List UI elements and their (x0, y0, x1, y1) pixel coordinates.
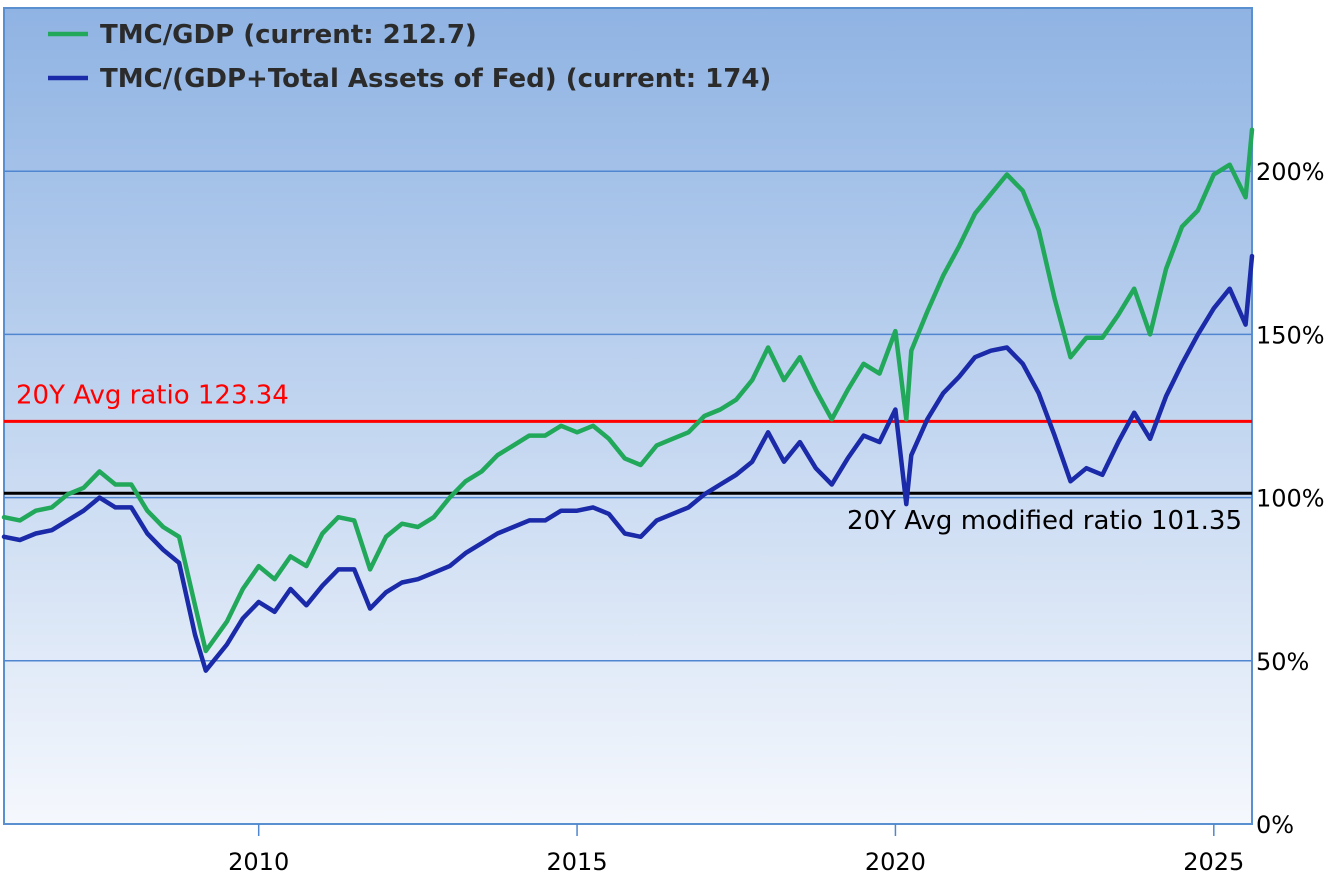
grid-layer (4, 170, 1252, 662)
series-layer (1, 127, 1255, 673)
reference-line-label: 20Y Avg modified ratio 101.35 (847, 506, 1242, 536)
legend: TMC/GDP (current: 212.7) TMC/(GDP+Total A… (48, 20, 771, 94)
y-tick-label: 200% (1256, 158, 1325, 186)
series-line-2 (1, 253, 1255, 673)
y-tick-label: 0% (1256, 811, 1294, 839)
y-tick-label: 150% (1256, 321, 1325, 349)
plot-background (3, 7, 1253, 825)
series-line-1 (1, 127, 1255, 654)
x-tick-label: 2020 (865, 848, 926, 876)
y-tick-label: 50% (1256, 648, 1309, 676)
x-tick-label: 2025 (1183, 848, 1244, 876)
reference-line-label: 20Y Avg ratio 123.34 (16, 380, 289, 410)
legend-entry-label: TMC/(GDP+Total Assets of Fed) (current: … (100, 64, 771, 94)
reference-lines: 20Y Avg ratio 123.34 20Y Avg modified rat… (4, 380, 1252, 536)
legend-entry-label: TMC/GDP (current: 212.7) (100, 20, 477, 50)
x-tick-label: 2015 (547, 848, 608, 876)
y-tick-label: 100% (1256, 485, 1325, 513)
axis-layer: 0% 50% 100% 150% 200% 2010 2015 2020 2025 (228, 158, 1324, 876)
x-tick-label: 2010 (228, 848, 289, 876)
